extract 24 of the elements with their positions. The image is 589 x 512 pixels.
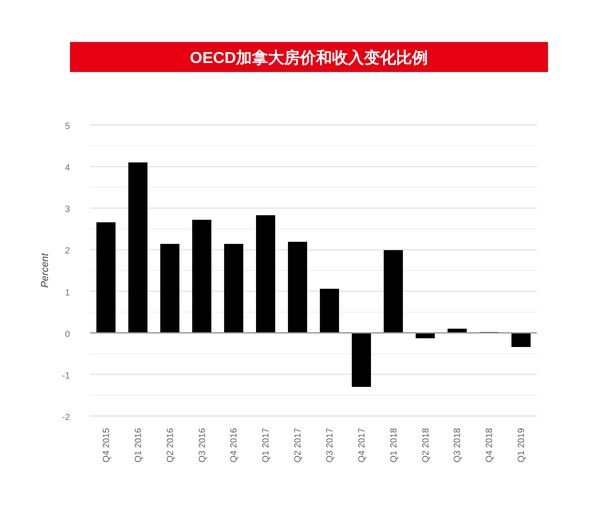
chart-title: OECD加拿大房价和收入变化比例: [190, 48, 428, 67]
x-tick-label: Q3 2018: [452, 428, 462, 463]
x-tick-label: Q4 2015: [100, 428, 111, 463]
x-tick-label: Q4 2018: [484, 428, 494, 463]
x-tick-label: Q4 2017: [356, 428, 366, 463]
y-tick-label: 3: [64, 204, 70, 214]
y-tick-label: -2: [62, 412, 70, 422]
y-tick-label: 2: [64, 246, 70, 256]
y-tick-label: 0: [64, 328, 70, 339]
x-tick-label: Q2 2018: [420, 428, 430, 463]
x-tick-label: Q4 2016: [228, 428, 239, 463]
y-tick-label: 1: [64, 287, 70, 298]
y-tick-label: 5: [64, 121, 70, 131]
y-tick-label: 4: [64, 162, 70, 173]
y-axis-title: Percent: [40, 252, 51, 288]
x-tick-label: Q3 2016: [196, 428, 207, 463]
x-tick-label: Q1 2018: [388, 428, 398, 463]
x-tick-label: Q2 2017: [292, 428, 303, 463]
x-tick-label: Q3 2017: [324, 428, 334, 463]
x-tick-label: Q1 2019: [516, 428, 526, 463]
x-tick-label: Q2 2016: [164, 428, 175, 463]
x-tick-label: Q1 2017: [260, 428, 271, 463]
y-tick-label: -1: [62, 370, 70, 380]
x-tick-label: Q1 2016: [132, 428, 143, 463]
